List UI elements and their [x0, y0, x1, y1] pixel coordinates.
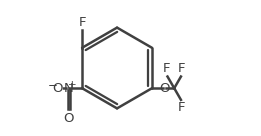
Text: N: N [64, 82, 74, 95]
Text: O: O [159, 82, 169, 95]
Text: F: F [163, 62, 171, 75]
Text: F: F [178, 101, 185, 114]
Text: O: O [52, 82, 62, 95]
Text: −: − [48, 79, 58, 92]
Text: F: F [78, 16, 86, 29]
Text: O: O [63, 112, 74, 125]
Text: +: + [68, 81, 77, 90]
Text: F: F [178, 62, 185, 75]
